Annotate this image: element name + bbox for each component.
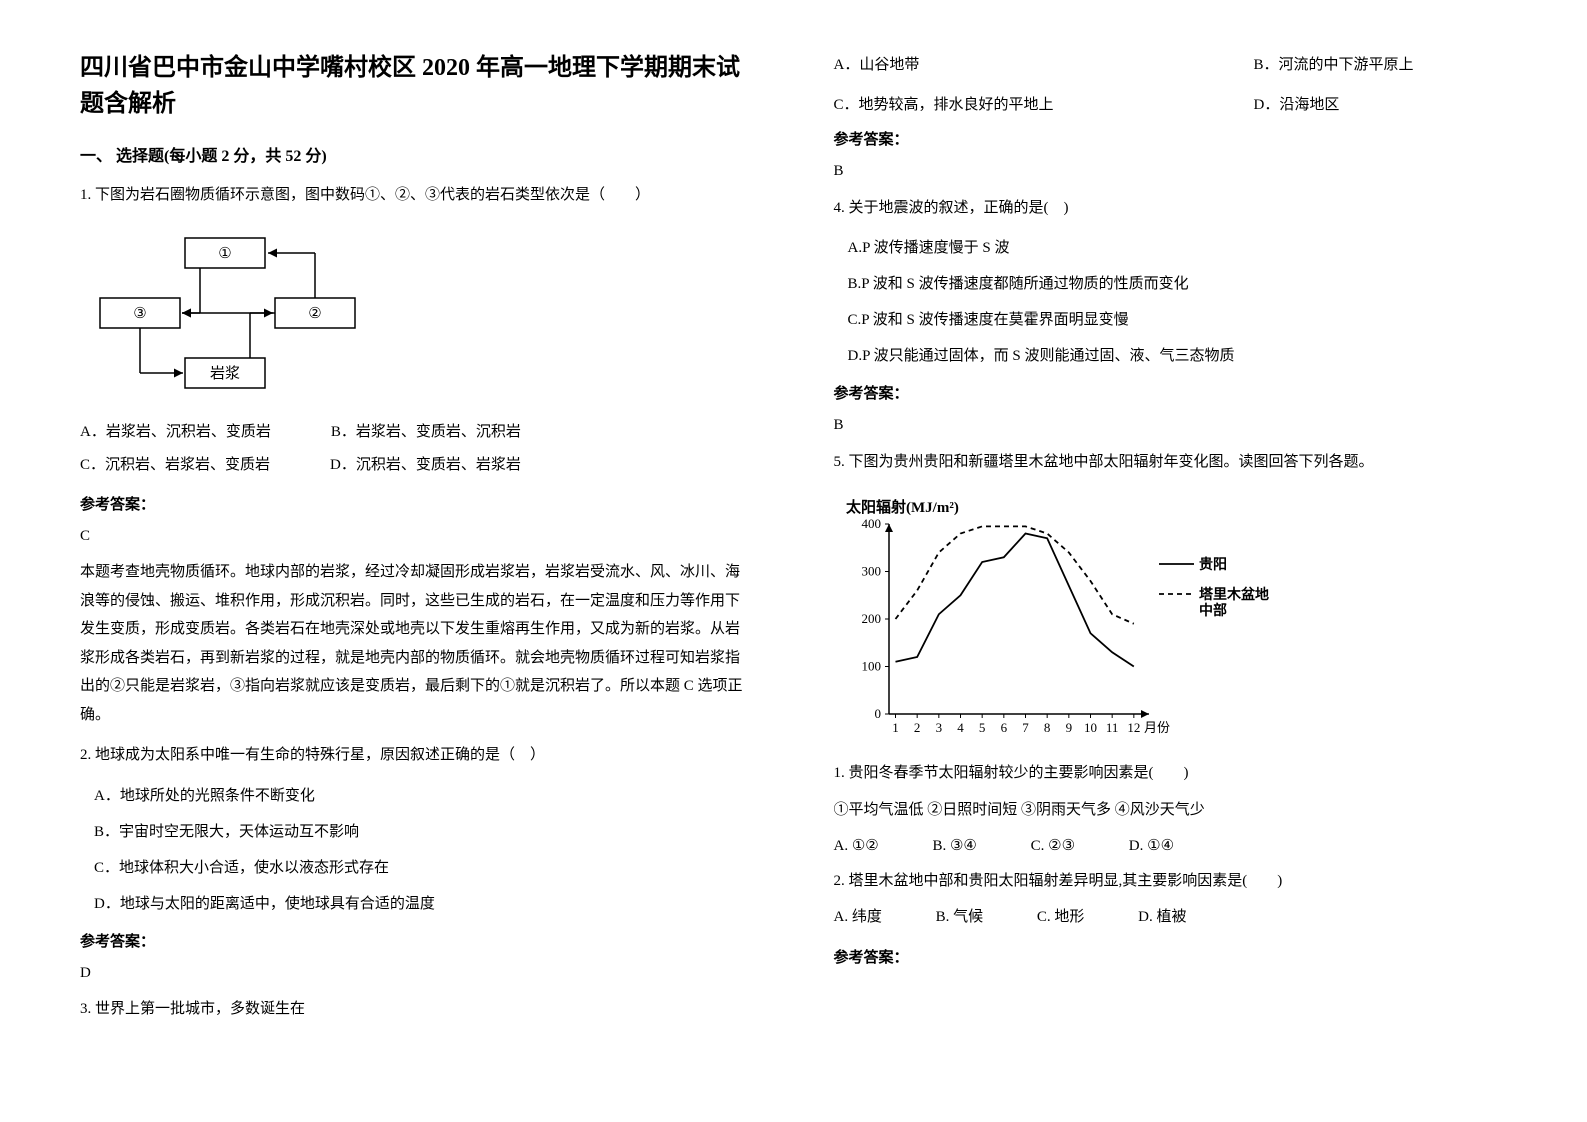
rock-cycle-diagram: ① ③ ② 岩浆 [80,228,380,398]
q3-options-row2: C．地势较高，排水良好的平地上 D．沿海地区 [834,90,1508,120]
q5-sub1-options: A. ①② B. ③④ C. ②③ D. ①④ [834,832,1508,861]
q1-opt-b: B．岩浆岩、变质岩、沉积岩 [331,418,521,447]
q4-opt-c: C.P 波和 S 波传播速度在莫霍界面明显变慢 [848,302,1508,338]
svg-text:中部: 中部 [1199,602,1227,619]
svg-text:12: 12 [1127,720,1140,735]
q5s1-opt-b: B. ③④ [932,838,976,854]
node-1-label: ① [218,246,231,262]
q5-sub1-choices: ①平均气温低 ②日照时间短 ③阴雨天气多 ④风沙天气少 [834,796,1508,825]
svg-text:10: 10 [1084,720,1097,735]
q1-opt-a: A．岩浆岩、沉积岩、变质岩 [80,418,271,447]
q4-answer: B [834,411,1508,440]
node-3-label: ③ [133,306,146,322]
q5-sub2-text: 2. 塔里木盆地中部和贵阳太阳辐射差异明显,其主要影响因素是( ) [834,867,1508,896]
svg-text:0: 0 [874,706,881,721]
q4-opt-b: B.P 波和 S 波传播速度都随所通过物质的性质而变化 [848,266,1508,302]
svg-text:4: 4 [957,720,964,735]
q1-text: 1. 下图为岩石圈物质循环示意图，图中数码①、②、③代表的岩石类型依次是（ ） [80,181,754,210]
svg-text:9: 9 [1065,720,1072,735]
q2-opt-b: B．宇宙时空无限大，天体运动互不影响 [94,814,754,850]
q1-options-row2: C．沉积岩、岩浆岩、变质岩 D．沉积岩、变质岩、岩浆岩 [80,451,754,480]
q5s2-opt-c: C. 地形 [1037,909,1085,925]
svg-text:7: 7 [1022,720,1029,735]
q5s2-opt-a: A. 纬度 [834,909,882,925]
q3-answer-label: 参考答案： [834,128,1508,149]
q5-chart: 太阳辐射(MJ/m²)0100200300400123456789101112月… [834,494,1508,749]
q1-answer: C [80,522,754,551]
q5-sub1-text: 1. 贵阳冬春季节太阳辐射较少的主要影响因素是( ) [834,759,1508,788]
q4-opt-d: D.P 波只能通过固体，而 S 波则能通过固、液、气三态物质 [848,338,1508,374]
q3-opt-b: B．河流的中下游平原上 [1254,50,1414,80]
svg-text:300: 300 [861,564,881,579]
svg-text:3: 3 [935,720,942,735]
q1-answer-label: 参考答案： [80,493,754,514]
q5-sub2-options: A. 纬度 B. 气候 C. 地形 D. 植被 [834,903,1508,932]
q2-opt-a: A．地球所处的光照条件不断变化 [94,778,754,814]
q3-opt-a: A．山谷地带 [834,50,1254,80]
q5-text: 5. 下图为贵州贵阳和新疆塔里木盆地中部太阳辐射年变化图。读图回答下列各题。 [834,448,1508,477]
q3-options-row1: A．山谷地带 B．河流的中下游平原上 [834,50,1508,80]
q3-text: 3. 世界上第一批城市，多数诞生在 [80,995,754,1024]
q2-answer-label: 参考答案： [80,930,754,951]
node-magma-label: 岩浆 [210,364,240,382]
q1-explanation: 本题考查地壳物质循环。地球内部的岩浆，经过冷却凝固形成岩浆岩，岩浆岩受流水、风、… [80,558,754,729]
left-column: 四川省巴中市金山中学嘴村校区 2020 年高一地理下学期期末试题含解析 一、 选… [40,50,794,1072]
section1-header: 一、 选择题(每小题 2 分，共 52 分) [80,142,754,166]
svg-text:6: 6 [1000,720,1007,735]
q1-opt-d: D．沉积岩、变质岩、岩浆岩 [330,451,521,480]
q3-answer: B [834,157,1508,186]
svg-text:2: 2 [913,720,920,735]
svg-text:400: 400 [861,516,881,531]
q5s2-opt-b: B. 气候 [936,909,984,925]
q1-diagram: ① ③ ② 岩浆 [80,228,754,403]
q3-opt-c: C．地势较高，排水良好的平地上 [834,90,1254,120]
q5s1-opt-d: D. ①④ [1129,838,1174,854]
q2-text: 2. 地球成为太阳系中唯一有生命的特殊行星，原因叙述正确的是（ ） [80,741,754,770]
svg-text:塔里木盆地: 塔里木盆地 [1199,586,1269,603]
svg-text:11: 11 [1105,720,1118,735]
right-column: A．山谷地带 B．河流的中下游平原上 C．地势较高，排水良好的平地上 D．沿海地… [794,50,1548,1072]
q4-text: 4. 关于地震波的叙述，正确的是( ) [834,194,1508,223]
svg-text:太阳辐射(MJ/m²): 太阳辐射(MJ/m²) [846,498,959,516]
q2-opt-d: D．地球与太阳的距离适中，使地球具有合适的温度 [94,886,754,922]
svg-text:8: 8 [1043,720,1050,735]
q4-answer-label: 参考答案： [834,382,1508,403]
svg-text:100: 100 [861,659,881,674]
q5s1-opt-c: C. ②③ [1031,838,1075,854]
q3-opt-d: D．沿海地区 [1254,90,1340,120]
solar-radiation-chart: 太阳辐射(MJ/m²)0100200300400123456789101112月… [834,494,1294,744]
q2-opt-c: C．地球体积大小合适，使水以液态形式存在 [94,850,754,886]
q5s2-opt-d: D. 植被 [1138,909,1186,925]
q4-opt-a: A.P 波传播速度慢于 S 波 [848,230,1508,266]
q5s1-opt-a: A. ①② [834,838,879,854]
svg-text:月份: 月份 [1144,720,1170,735]
q5-answer-label: 参考答案： [834,946,1508,967]
svg-text:200: 200 [861,611,881,626]
svg-text:1: 1 [892,720,899,735]
svg-text:5: 5 [978,720,985,735]
document-title: 四川省巴中市金山中学嘴村校区 2020 年高一地理下学期期末试题含解析 [80,50,754,122]
q1-opt-c: C．沉积岩、岩浆岩、变质岩 [80,451,270,480]
q2-answer: D [80,959,754,988]
q1-options-row1: A．岩浆岩、沉积岩、变质岩 B．岩浆岩、变质岩、沉积岩 [80,418,754,447]
node-2-label: ② [308,306,321,322]
svg-text:贵阳: 贵阳 [1199,556,1227,573]
